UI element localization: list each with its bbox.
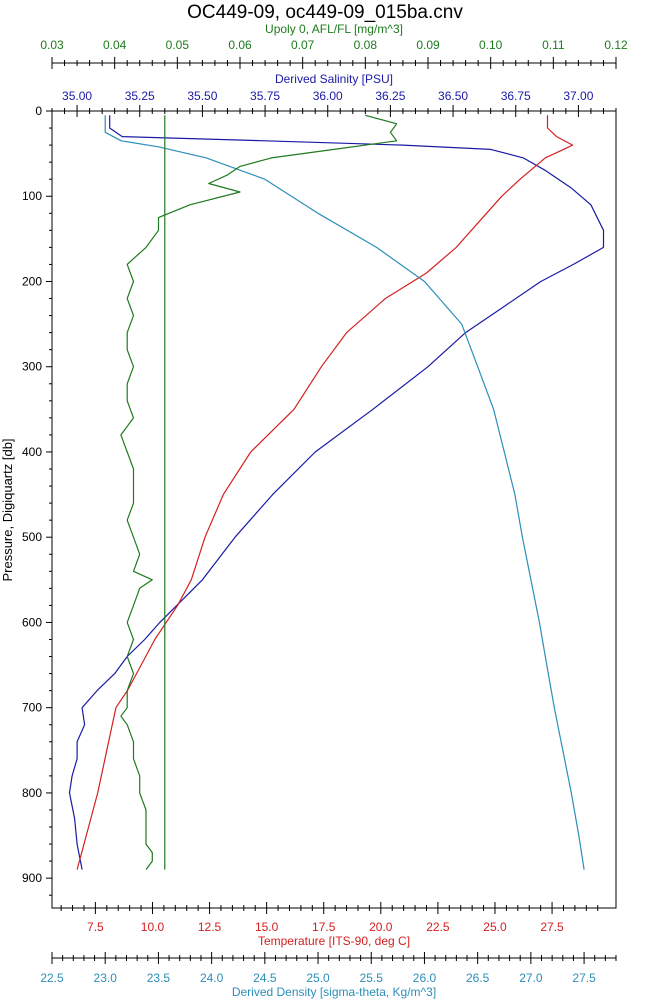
density-tick-label: 24.0 [200, 971, 224, 985]
temperature-axis-label: Temperature [ITS-90, deg C] [258, 934, 410, 948]
salinity-tick-label: 35.00 [62, 89, 92, 103]
density-tick-label: 22.5 [40, 971, 64, 985]
plot-frame [51, 110, 617, 909]
salinity-tick-label: 36.75 [501, 89, 531, 103]
density-tick-label: 27.5 [572, 971, 596, 985]
series-layer [68, 114, 605, 870]
pressure-tick-label: 700 [22, 701, 42, 715]
salinity-tick-label: 36.50 [438, 89, 468, 103]
chart-title: OC449-09, oc449-09_015ba.cnv [187, 2, 463, 23]
salinity-tick-label: 35.50 [187, 89, 217, 103]
fluorescence-tick-label: 0.10 [479, 38, 503, 52]
fluorescence-tick-label: 0.11 [542, 38, 565, 52]
density-tick-label: 27.0 [519, 971, 543, 985]
density-profile-line [104, 115, 585, 870]
density-tick-label: 23.0 [94, 971, 118, 985]
fluorescence-tick-label: 0.12 [604, 38, 628, 52]
pressure-tick-label: 0 [35, 104, 42, 118]
temperature-tick-label: 22.5 [426, 920, 450, 934]
density-tick-label: 23.5 [147, 971, 171, 985]
pressure-tick-label: 100 [22, 189, 42, 203]
temperature-axis: 7.5 10.0 12.5 15.0 17.5 20.0 22.5 25.0 27.5 [60, 902, 599, 934]
fluorescence-tick-label: 0.08 [354, 38, 378, 52]
fluorescence-tick-label: 0.07 [291, 38, 315, 52]
density-tick-label: 25.5 [360, 971, 384, 985]
salinity-tick-label: 37.00 [563, 89, 593, 103]
pressure-axis-label: Pressure, Digiquartz [db] [0, 438, 15, 581]
axes-layer: 0.03 0.04 0.05 0.06 0.07 0.08 0.09 0.10 0.11 0.12… [22, 38, 628, 985]
pressure-tick-label: 600 [22, 615, 42, 629]
density-tick-label: 26.0 [413, 971, 437, 985]
salinity-tick-label: 35.75 [250, 89, 280, 103]
temperature-tick-label: 10.0 [141, 920, 165, 934]
fluorescence-tick-label: 0.09 [416, 38, 440, 52]
density-axis-label: Derived Density [sigma-theta, Kg/m^3] [232, 985, 436, 999]
fluorescence-profile-line [120, 114, 398, 870]
temperature-tick-label: 25.0 [483, 920, 507, 934]
salinity-axis-label: Derived Salinity [PSU] [275, 72, 393, 86]
salinity-axis: 35.00 35.25 35.50 35.75 36.00 36.25 36.50 36.75… [51, 89, 617, 117]
pressure-tick-label: 400 [22, 445, 42, 459]
density-tick-label: 24.5 [253, 971, 277, 985]
fluorescence-tick-label: 0.05 [166, 38, 190, 52]
fluorescence-tick-label: 0.04 [103, 38, 127, 52]
density-axis: 22.5 23.0 23.5 24.0 24.5 25.0 25.5 26.0 26.5 27.0… [40, 952, 617, 985]
salinity-profile-line [68, 115, 605, 870]
temperature-tick-label: 7.5 [87, 920, 104, 934]
fluorescence-axis-label: Upoly 0, AFL/FL [mg/m^3] [265, 22, 403, 36]
pressure-tick-label: 300 [22, 360, 42, 374]
pressure-tick-label: 200 [22, 274, 42, 288]
temperature-tick-label: 15.0 [255, 920, 279, 934]
fluorescence-axis: 0.03 0.04 0.05 0.06 0.07 0.08 0.09 0.10 0.11 0.12 [40, 38, 628, 69]
salinity-tick-label: 35.25 [125, 89, 155, 103]
pressure-tick-label: 800 [22, 786, 42, 800]
pressure-tick-label: 500 [22, 530, 42, 544]
density-tick-label: 25.0 [306, 971, 330, 985]
temperature-tick-label: 12.5 [198, 920, 222, 934]
fluorescence-tick-label: 0.06 [228, 38, 252, 52]
temperature-tick-label: 17.5 [312, 920, 336, 934]
fluorescence-tick-label: 0.03 [40, 38, 64, 52]
pressure-tick-label: 900 [22, 871, 42, 885]
salinity-tick-label: 36.00 [313, 89, 343, 103]
pressure-axis: 0 100 200 300 400 500 600 700 800 900 [22, 104, 52, 896]
temperature-tick-label: 20.0 [369, 920, 393, 934]
temperature-profile-line [76, 115, 574, 870]
salinity-tick-label: 36.25 [375, 89, 405, 103]
temperature-tick-label: 27.5 [540, 920, 564, 934]
density-tick-label: 26.5 [466, 971, 490, 985]
